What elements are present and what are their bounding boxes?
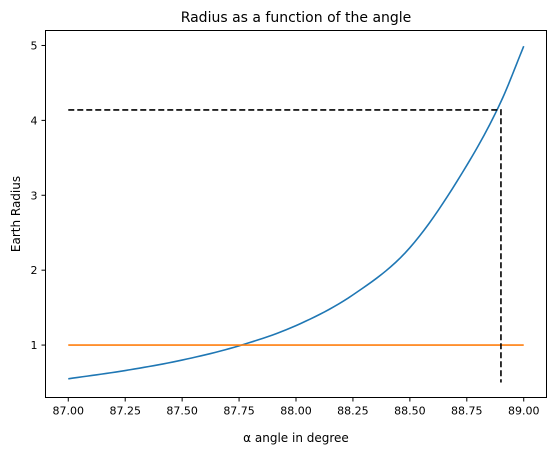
y-tick-label: 4	[31, 114, 38, 127]
series-line-0	[68, 45, 525, 380]
plot-frame	[45, 30, 547, 398]
y-tick-label: 1	[31, 339, 38, 352]
dashed-guide-line-0	[68, 109, 502, 383]
x-axis-label: α angle in degree	[243, 431, 349, 445]
x-tick-label: 88.00	[280, 405, 312, 418]
x-tick-label: 87.50	[166, 405, 198, 418]
x-tick-label: 88.50	[394, 405, 426, 418]
x-tick-label: 87.75	[223, 405, 255, 418]
y-axis-label: Earth Radius	[9, 176, 23, 252]
x-tick-label: 87.00	[53, 405, 85, 418]
x-tick-label: 88.25	[337, 405, 369, 418]
chart-title: Radius as a function of the angle	[181, 10, 412, 26]
x-tick-label: 87.25	[109, 405, 141, 418]
x-tick-label: 88.75	[451, 405, 483, 418]
y-tick-label: 3	[31, 189, 38, 202]
x-tick-label: 89.00	[508, 405, 540, 418]
y-tick-label: 2	[31, 264, 38, 277]
y-tick-label: 5	[31, 39, 38, 52]
